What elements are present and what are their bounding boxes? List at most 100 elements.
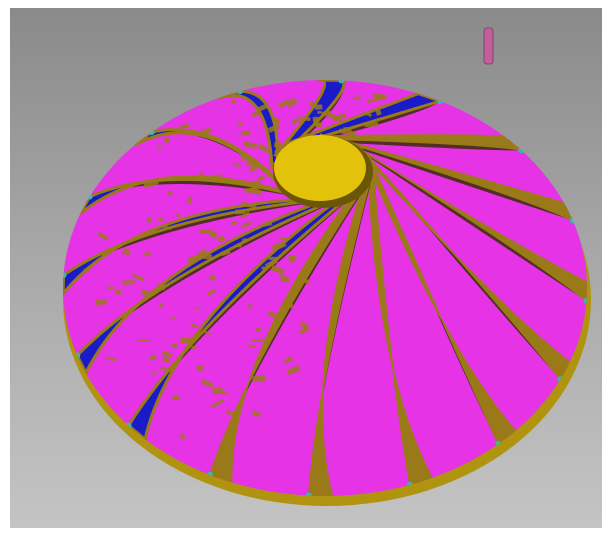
blade-texture xyxy=(172,394,180,400)
blade-texture xyxy=(365,111,372,118)
blade-texture xyxy=(364,122,379,127)
blade-texture xyxy=(279,273,285,279)
blade-texture xyxy=(233,162,241,168)
blade-texture xyxy=(179,433,186,441)
blade-texture xyxy=(240,221,252,229)
blade-texture xyxy=(302,278,311,285)
blade-texture xyxy=(140,288,152,298)
blade-texture xyxy=(245,159,260,170)
blade-texture xyxy=(251,184,260,189)
blade-texture xyxy=(187,254,200,264)
blade-texture xyxy=(190,323,198,328)
blade-texture xyxy=(332,112,347,122)
blade-texture xyxy=(191,345,196,350)
blade-texture xyxy=(299,321,309,330)
blade-texture xyxy=(257,143,272,155)
blade-texture xyxy=(277,99,290,109)
blade-texture xyxy=(122,248,131,256)
impeller-blades xyxy=(63,80,587,496)
blade-texture xyxy=(231,99,236,104)
blade-texture xyxy=(237,122,243,126)
blade-texture xyxy=(274,142,282,148)
blade-texture xyxy=(230,220,239,226)
blade-texture xyxy=(278,236,290,241)
blade-texture xyxy=(176,212,181,218)
blade-texture xyxy=(156,144,162,149)
blade-texture xyxy=(160,224,172,230)
blade-texture xyxy=(206,288,217,296)
blade-texture xyxy=(163,136,171,144)
blade-texture xyxy=(246,343,255,348)
blade-texture xyxy=(235,209,246,215)
blade-edge-mark xyxy=(518,147,525,154)
hub-cap xyxy=(273,135,373,208)
blade-texture xyxy=(101,251,106,257)
3d-viewport[interactable] xyxy=(10,8,602,528)
blade-edge-mark xyxy=(583,297,587,304)
blade-edge-mark xyxy=(569,217,576,224)
blade-texture xyxy=(375,109,382,116)
blade-texture xyxy=(366,97,382,104)
blade-texture xyxy=(255,326,262,333)
blade-texture xyxy=(312,116,319,122)
blade-texture xyxy=(143,251,151,257)
blade-texture xyxy=(263,220,273,227)
blade-texture xyxy=(271,240,287,252)
blade-texture xyxy=(240,211,251,219)
blade-texture xyxy=(132,273,145,282)
blade-texture xyxy=(309,101,313,106)
blade-texture xyxy=(251,338,265,343)
blade-texture xyxy=(162,356,170,363)
blade-edge-mark xyxy=(63,272,67,279)
blade-texture xyxy=(196,252,213,260)
blade-texture xyxy=(352,95,362,101)
blade-texture xyxy=(220,249,231,257)
blade-texture xyxy=(106,356,117,362)
blade-texture xyxy=(195,307,200,311)
blade-texture xyxy=(298,326,310,335)
blade-texture xyxy=(284,303,294,309)
blade-texture xyxy=(339,128,354,136)
blade-texture xyxy=(157,284,166,291)
blade-edge-mark xyxy=(236,88,243,95)
blade-texture xyxy=(261,266,267,270)
blade-texture xyxy=(217,235,226,243)
blade-texture xyxy=(280,275,290,283)
blade-texture xyxy=(317,111,322,114)
blade-texture xyxy=(186,196,192,204)
blade-texture xyxy=(167,190,173,196)
hub-cap-face xyxy=(274,135,366,201)
blade-texture xyxy=(160,366,172,373)
blade xyxy=(209,191,361,484)
blade-texture xyxy=(267,123,281,133)
blade-texture xyxy=(240,154,247,161)
blade-texture xyxy=(161,175,171,182)
blade-texture xyxy=(158,303,163,309)
blade-texture xyxy=(211,174,223,178)
blade-texture xyxy=(372,93,387,100)
blade-shadow xyxy=(320,134,573,221)
blade-texture xyxy=(180,336,195,344)
blade-texture xyxy=(179,123,190,129)
blade-texture xyxy=(283,356,294,364)
blade-texture xyxy=(146,216,152,223)
blade-texture xyxy=(351,131,357,138)
blade-texture xyxy=(297,116,311,122)
blade-shadow xyxy=(338,136,587,301)
blade-texture xyxy=(242,141,258,149)
blade-texture xyxy=(97,231,109,241)
impeller-model[interactable] xyxy=(10,8,602,528)
blade-texture xyxy=(211,386,224,395)
blade-texture xyxy=(267,310,277,319)
blade-texture xyxy=(95,298,107,306)
blade-texture xyxy=(201,379,214,388)
blade-texture xyxy=(196,364,205,372)
blade-edge-mark xyxy=(148,129,155,136)
blade-texture xyxy=(272,117,281,125)
blade-texture xyxy=(203,330,211,336)
blade-texture xyxy=(209,230,218,239)
blade-texture xyxy=(199,229,213,234)
blade-texture xyxy=(209,275,215,281)
blade-texture xyxy=(236,243,242,248)
blade-texture xyxy=(314,104,323,110)
